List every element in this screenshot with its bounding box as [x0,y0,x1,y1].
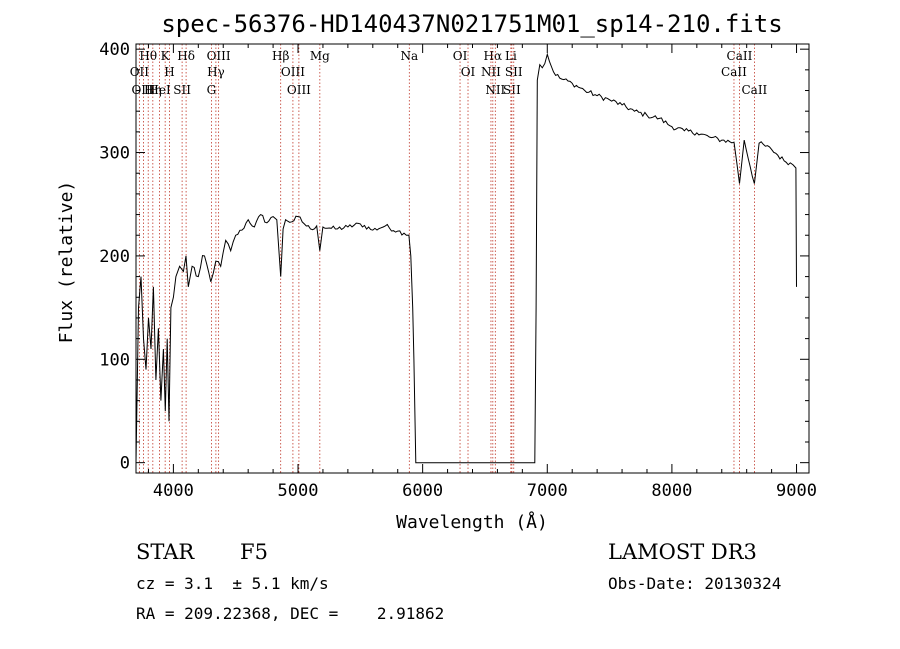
line-label-0: Hθ [139,49,157,63]
chart-title: spec-56376-HD140437N021751M01_sp14-210.f… [161,10,782,38]
object-class: STAR [136,540,195,564]
line-label-9: OIII [207,49,231,63]
line-label-25: CaII [727,49,753,63]
line-label-20: NII [481,65,501,79]
line-label-7: Hδ [177,49,195,63]
line-label-2: OIII [131,83,155,97]
y-tick-label-200: 200 [99,247,130,267]
line-label-23: Li [505,49,517,63]
line-label-24: SII [505,65,523,79]
line-label-8: SII [173,83,191,97]
line-label-11: G [207,83,217,97]
x-tick-label-8000: 8000 [651,481,692,501]
x-tick-label-6000: 6000 [402,481,443,501]
object-subclass: F5 [240,540,268,564]
line-label-19: Hα [484,49,503,63]
line-label-18: OI [461,65,476,79]
series-line-0 [135,52,797,464]
line-label-10: Hγ [207,65,225,79]
line-label-15: Mg [310,49,330,63]
x-tick-label-5000: 5000 [278,481,319,501]
x-tick-label-9000: 9000 [776,481,817,501]
observation-date: Obs-Date: 20130324 [608,574,782,593]
line-label-14: OIII [287,83,311,97]
coordinates-readout: RA = 209.22368, DEC = 2.91862 [136,604,445,623]
line-label-26: CaII [721,65,747,79]
y-tick-label-0: 0 [120,454,130,474]
y-axis-label: Flux (relative) [56,181,77,344]
axis-ticks: 4000 5000 6000 7000 8000 9000 0 100 200 300 400 [99,40,817,501]
line-label-21: NII [485,83,505,97]
line-label-17: OI [453,49,468,63]
line-label-13: OIII [281,65,305,79]
redshift-readout: cz = 3.1 ± 5.1 km/s [136,574,329,593]
line-label-12: Hβ [272,49,289,63]
line-label-4: HeI [148,83,171,97]
survey-name: LAMOST DR3 [608,540,757,564]
line-label-16: Na [400,49,418,63]
line-label-27: CaII [741,83,767,97]
line-label-3: K [161,49,171,63]
line-label-1: OII [130,65,150,79]
line-label-6: H [164,65,174,79]
line-label-5: Hη [144,83,162,97]
series-layer [135,52,797,464]
x-tick-label-7000: 7000 [527,481,568,501]
line-label-22: SII [503,83,521,97]
y-tick-label-100: 100 [99,350,130,370]
y-tick-label-300: 300 [99,144,130,164]
x-axis-label: Wavelength (Å) [396,511,548,533]
y-tick-label-400: 400 [99,40,130,60]
x-tick-label-4000: 4000 [153,481,194,501]
plot-frame [135,43,810,474]
